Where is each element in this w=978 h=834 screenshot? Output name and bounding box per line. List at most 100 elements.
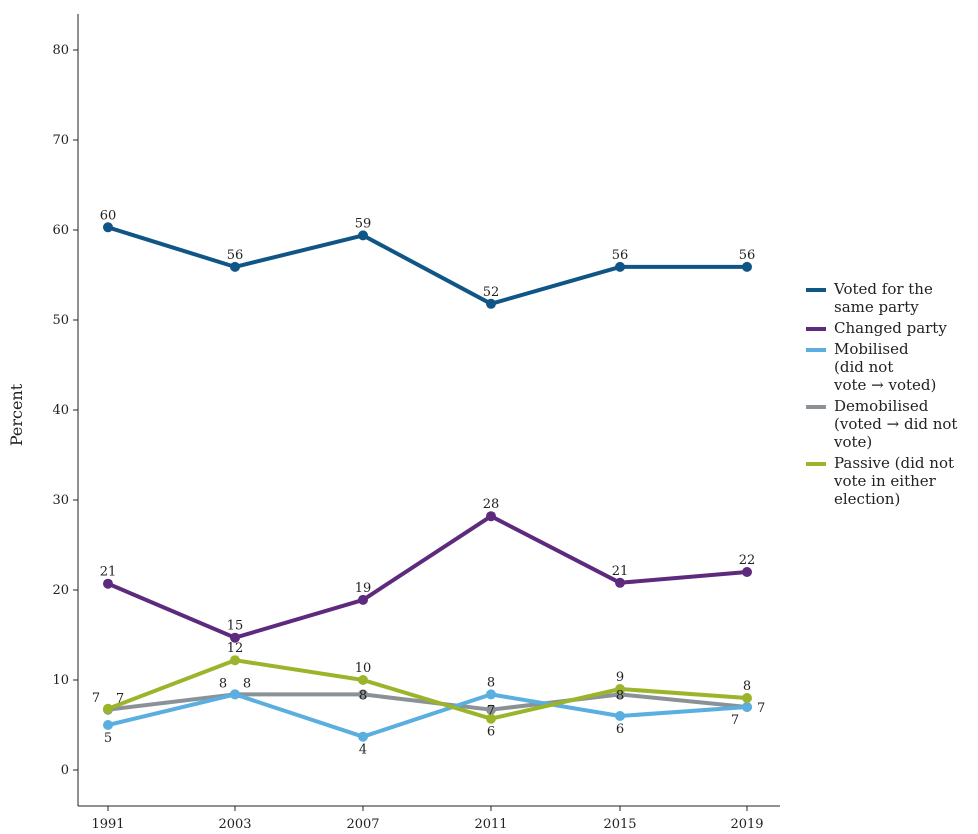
data-label: 6 [487,725,495,740]
data-label: 56 [612,248,629,263]
data-label: 52 [483,285,500,300]
legend-label-line: election) [834,490,901,508]
y-tick-label: 70 [52,133,69,148]
data-label: 56 [739,248,756,263]
data-point [486,298,496,309]
series-line [106,692,749,739]
data-point [486,689,496,700]
x-tick-label: 2011 [474,817,507,832]
data-label: 28 [483,497,500,512]
legend-label-line: vote → voted) [834,376,937,394]
data-label: 5 [104,731,112,746]
data-point [103,578,113,589]
data-point [742,702,752,712]
data-point [230,261,240,272]
data-point [615,711,625,721]
data-point [615,261,625,272]
legend-item: Demobilised (voted → did not vote) [806,397,978,451]
legend-item: Mobilised (did not vote → voted) [806,340,978,394]
legend-item: Voted for the same party [806,280,978,316]
data-label: 59 [355,216,372,231]
data-point [742,567,752,577]
series-line [106,514,749,640]
y-tick-label: 20 [52,583,69,598]
axes: 0 10 20 30 40 50 60 70 80 1991 2003 2007 2011 2015 201… [52,14,780,832]
data-point [230,655,240,666]
data-point [486,713,496,724]
y-tick-label: 40 [52,403,69,418]
data-label: 60 [100,208,117,223]
data-point [615,577,625,588]
data-point [486,704,496,715]
x-tick-label: 2019 [730,817,763,832]
legend-swatch [806,462,826,466]
series-points [103,222,752,742]
legend-label-line: vote) [834,433,873,451]
data-label: 6 [616,722,624,737]
data-label: 8 [359,688,367,703]
data-label: 7 [92,691,100,706]
y-tick-label: 60 [52,223,69,238]
data-label: 8 [616,688,624,703]
legend-label-line: vote in either [834,472,936,490]
data-label: 7 [757,701,765,716]
data-label: 7 [116,692,124,707]
legend-label-line: Mobilised [834,340,909,358]
legend-swatch [806,327,826,331]
data-label: 19 [355,581,372,596]
data-label: 8 [243,676,251,691]
data-label: 4 [359,743,367,758]
legend-label: Demobilised (voted → did not vote) [834,397,957,451]
data-label: 8 [219,676,227,691]
data-point [358,675,368,685]
legend-label-line: Changed party [834,319,947,337]
data-point [103,720,113,730]
data-label: 12 [227,641,244,656]
data-label: 15 [227,619,244,634]
legend-label-line: (did not [834,358,894,376]
data-point [358,731,368,742]
data-label: 22 [739,553,756,568]
legend-label-line: Demobilised [834,397,929,415]
series-line [106,658,749,721]
data-label: 9 [616,670,624,685]
legend-label: Passive (did not vote in either election) [834,454,954,508]
legend: Voted for the same party Changed party Mobi… [806,280,978,511]
legend-item: Passive (did not vote in either election) [806,454,978,508]
y-tick-label: 0 [61,763,69,778]
data-point [742,693,752,703]
data-point [230,632,240,643]
data-point [103,222,113,233]
legend-label-line: same party [834,298,919,316]
data-point [358,230,368,241]
data-point [742,261,752,272]
data-label: 8 [487,675,495,690]
data-label: 7 [731,713,739,728]
data-point [615,684,625,694]
y-tick-label: 50 [52,313,69,328]
series-line [106,692,749,712]
x-tick-label: 2015 [603,817,636,832]
x-tick-label: 2003 [218,817,251,832]
data-label: 8 [743,679,751,694]
y-axis-label: Percent [7,383,26,446]
series-line [106,225,749,306]
legend-label: Changed party [834,319,947,337]
legend-item: Changed party [806,319,978,337]
y-tick-label: 10 [52,673,69,688]
data-label: 56 [227,248,244,263]
legend-label-line: Passive (did not [834,454,955,472]
y-tick-label: 80 [52,43,69,58]
data-point [486,511,496,522]
data-label: 7 [487,704,495,719]
data-label: 21 [100,565,117,580]
legend-swatch [806,348,826,352]
data-point [103,703,113,714]
data-label: 21 [612,564,629,579]
data-label: 10 [355,661,372,676]
x-tick-label: 2007 [346,817,379,832]
data-point [230,689,240,700]
data-point [358,594,368,605]
